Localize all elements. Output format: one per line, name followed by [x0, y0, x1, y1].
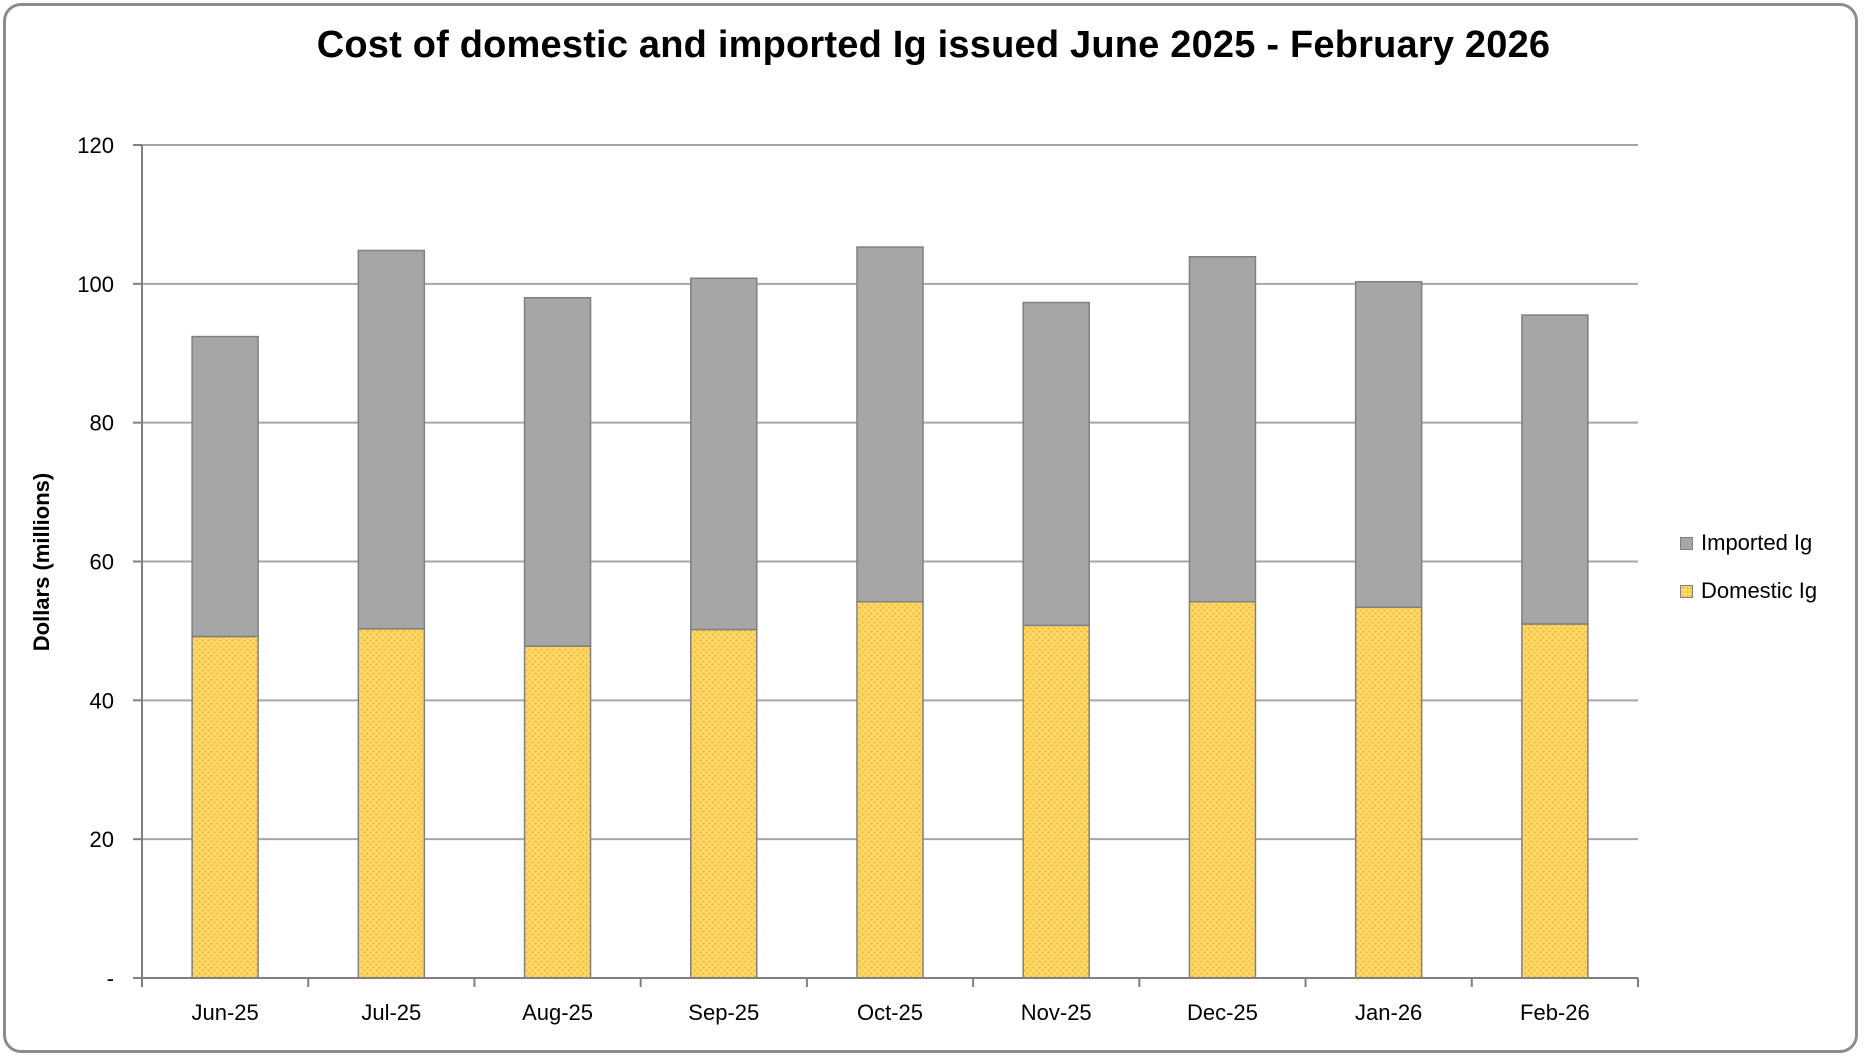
bar-imported-sep-25 [690, 277, 758, 631]
bar-domestic-oct-25 [856, 601, 924, 979]
axes [133, 144, 1639, 987]
bar-imported-nov-25 [1022, 301, 1090, 627]
bar-domestic-jan-26 [1354, 606, 1423, 979]
tick-labels: - 20 40 60 80 100 120 Jun-25 Jul-25 Aug-25 Sep-25 O… [77, 133, 1589, 1025]
x-tick-label: Sep-25 [688, 1000, 759, 1025]
y-tick-label: 120 [77, 133, 114, 158]
bar-domestic-jul-25 [357, 628, 426, 979]
bar-domestic-jun-25 [191, 635, 259, 979]
x-tick-label: Jun-25 [191, 1000, 258, 1025]
x-tick-label: Aug-25 [522, 1000, 593, 1025]
y-tick-label: 20 [90, 827, 114, 852]
y-tick-label: 40 [90, 688, 114, 713]
legend-item-imported: Imported Ig [1680, 526, 1817, 560]
bar-imported-dec-25 [1188, 256, 1257, 603]
x-tick-label: Dec-25 [1187, 1000, 1258, 1025]
legend-swatch-domestic [1680, 584, 1693, 598]
bar-imported-aug-25 [523, 296, 592, 647]
x-tick-label: Feb-26 [1520, 1000, 1590, 1025]
legend: Imported Ig Domestic Ig [1680, 526, 1817, 622]
bar-imported-oct-25 [856, 246, 924, 603]
bar-domestic-nov-25 [1022, 624, 1090, 979]
bar-imported-jul-25 [357, 249, 426, 630]
bar-domestic-feb-26 [1521, 623, 1589, 979]
legend-label-domestic: Domestic Ig [1701, 578, 1818, 603]
chart-title: Cost of domestic and imported Ig issued … [316, 24, 1551, 66]
x-tick-label: Nov-25 [1021, 1000, 1092, 1025]
y-tick-label: 60 [90, 550, 114, 575]
bar-imported-feb-26 [1521, 314, 1589, 625]
y-tick-label: 100 [77, 272, 114, 297]
bar-imported-jun-25 [191, 335, 259, 638]
y-tick-label: 80 [90, 411, 114, 436]
y-tick-label: - [107, 966, 114, 991]
x-tick-label: Oct-25 [857, 1000, 923, 1025]
bar-domestic-dec-25 [1188, 601, 1257, 979]
legend-label-imported: Imported Ig [1701, 530, 1813, 555]
legend-item-domestic: Domestic Ig [1680, 574, 1817, 608]
legend-swatch-imported [1680, 536, 1693, 550]
x-tick-label: Jul-25 [361, 1000, 421, 1025]
bar-imported-jan-26 [1354, 281, 1423, 609]
x-tick-label: Jan-26 [1355, 1000, 1422, 1025]
bars [191, 246, 1589, 979]
bar-domestic-aug-25 [523, 645, 592, 979]
bar-domestic-sep-25 [690, 628, 758, 979]
